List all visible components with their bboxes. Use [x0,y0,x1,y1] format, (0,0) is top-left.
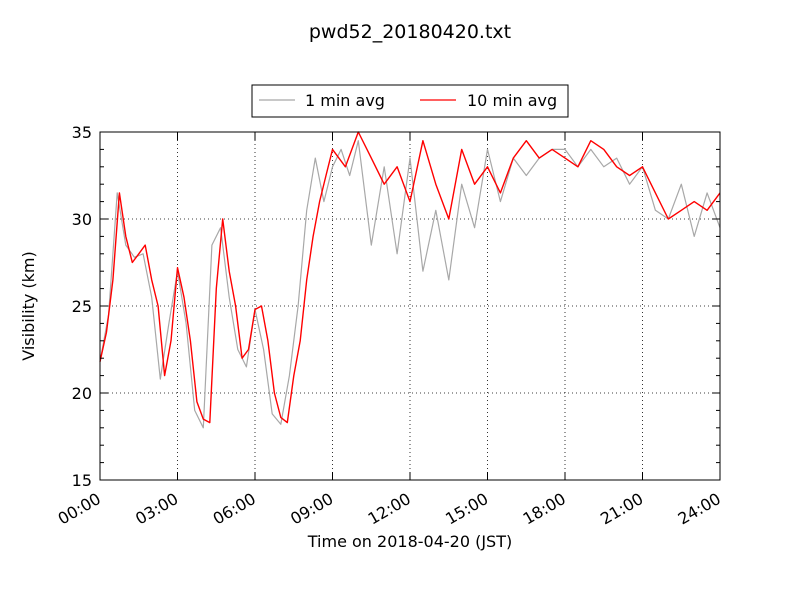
plot-area [99,131,721,429]
legend-label-10min: 10 min avg [467,91,557,110]
y-tick-label: 25 [72,297,92,316]
x-tick-label: 12:00 [365,489,414,529]
series-line-1min [99,140,721,429]
y-tick-label: 20 [72,384,92,403]
x-tick-label: 00:00 [55,489,104,529]
legend: 1 min avg 10 min avg [251,84,569,118]
series-line-10min [99,131,721,424]
x-axis-label: Time on 2018-04-20 (JST) [307,532,512,551]
x-tick-label: 18:00 [520,489,569,529]
x-tick-label: 21:00 [597,489,646,529]
chart-title: pwd52_20180420.txt [309,21,511,43]
x-tick-label: 15:00 [442,489,491,529]
legend-label-1min: 1 min avg [305,91,385,110]
x-tick-label: 06:00 [210,489,259,529]
x-tick-label: 24:00 [675,489,724,529]
x-tick-label: 03:00 [132,489,181,529]
y-tick-label: 35 [72,123,92,142]
grid [100,132,720,480]
y-tick-label: 15 [72,471,92,490]
y-tick-label: 30 [72,210,92,229]
x-tick-label: 09:00 [287,489,336,529]
y-axis-label: Visibility (km) [19,251,38,360]
legend-box [251,84,569,118]
